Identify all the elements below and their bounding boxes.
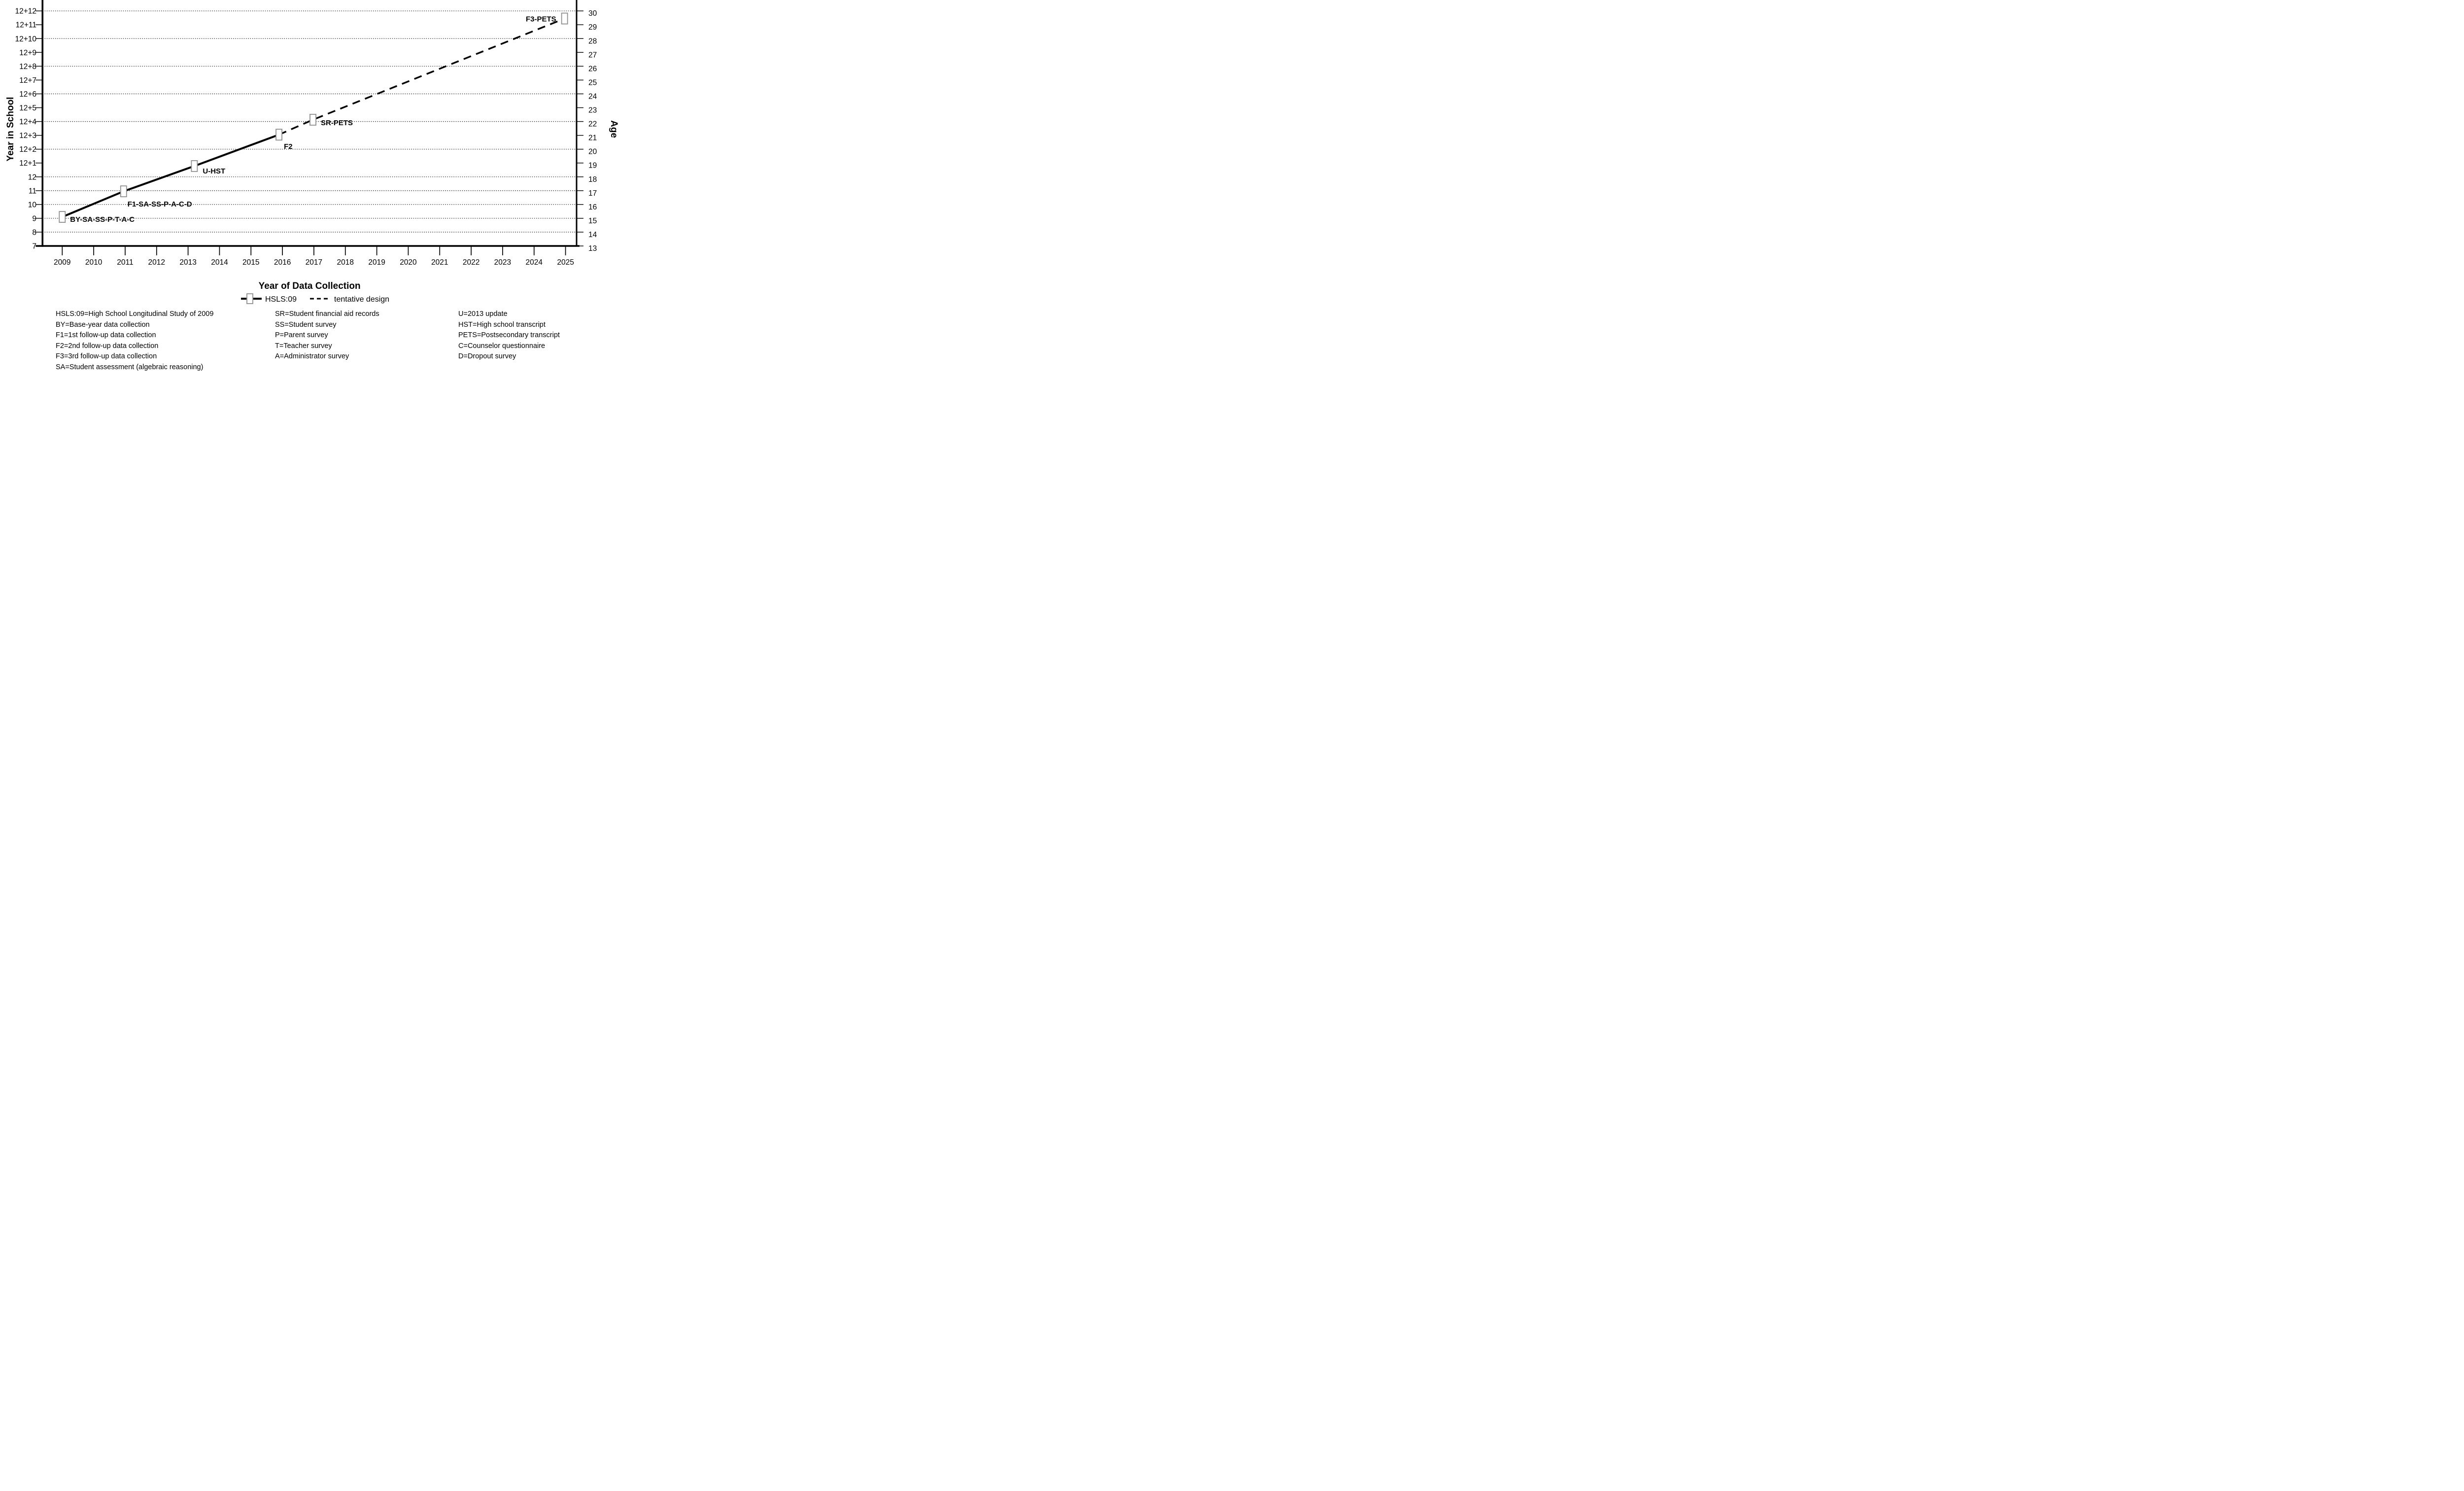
y-right-tick-label: 23 xyxy=(588,106,597,115)
footnote-line: BY=Base-year data collection xyxy=(56,320,150,329)
y-left-tick-label: 12+11 xyxy=(16,21,36,30)
data-point-label: F2 xyxy=(284,142,293,151)
y-left-tick-label: 12 xyxy=(28,173,36,181)
data-point-marker xyxy=(275,129,282,141)
y-left-tick-label: 12+2 xyxy=(19,145,36,154)
y-left-tick-label: 12+4 xyxy=(19,118,36,126)
y-left-tick-label: 12+7 xyxy=(19,76,36,85)
data-point-label: U-HST xyxy=(203,167,225,175)
y-right-tick-label: 29 xyxy=(588,23,597,32)
y-right-tick-label: 30 xyxy=(588,9,597,18)
data-point-marker xyxy=(120,185,127,198)
x-tick-label: 2025 xyxy=(557,258,574,267)
y-left-tick-label: 12+1 xyxy=(19,159,36,168)
data-point-label: F3-PETS xyxy=(526,15,556,24)
x-tick-label: 2017 xyxy=(306,258,322,267)
footnotes-legend-key: HSLS:09=High School Longitudinal Study o… xyxy=(0,309,623,373)
x-tick-label: 2010 xyxy=(85,258,103,267)
x-tick-label: 2016 xyxy=(274,258,291,267)
y-left-tick-label: 12+10 xyxy=(15,35,36,43)
legend-label-tentative: tentative design xyxy=(334,295,389,304)
footnote-line: U=2013 update xyxy=(458,310,508,318)
y-right-tick-label: 26 xyxy=(588,65,597,73)
footnote-line: P=Parent survey xyxy=(275,331,328,339)
y-right-tick-label: 16 xyxy=(588,203,597,211)
y-left-tick-label: 8 xyxy=(32,228,36,237)
data-point-marker xyxy=(309,114,316,126)
footnote-line: F1=1st follow-up data collection xyxy=(56,331,156,339)
x-tick-label: 2022 xyxy=(463,258,479,267)
y-left-tick-label: 12+3 xyxy=(19,132,36,140)
y-left-tick-label: 12+12 xyxy=(15,7,36,16)
legend-label-hsls09: HSLS:09 xyxy=(265,295,297,304)
data-point-marker xyxy=(191,160,198,172)
x-tick-label: 2020 xyxy=(400,258,417,267)
footnote-column-2: SR=Student financial aid records SS=Stud… xyxy=(275,309,379,362)
legend-marker-sample xyxy=(246,293,253,304)
y-left-tick-label: 12+5 xyxy=(19,104,36,112)
footnote-line: F3=3rd follow-up data collection xyxy=(56,352,157,360)
footnote-line: A=Administrator survey xyxy=(275,352,349,360)
y-right-tick-label: 13 xyxy=(588,244,597,253)
footnote-line: F2=2nd follow-up data collection xyxy=(56,342,159,350)
y-left-tick-label: 12+8 xyxy=(19,63,36,71)
footnote-line: C=Counselor questionnaire xyxy=(458,342,546,350)
y-left-tick-label: 12+9 xyxy=(19,49,36,57)
footnote-line: T=Teacher survey xyxy=(275,342,332,350)
x-tick-label: 2011 xyxy=(117,258,133,267)
y-right-tick-label: 24 xyxy=(588,92,597,101)
x-tick-label: 2012 xyxy=(148,258,165,267)
y-right-tick-label: 14 xyxy=(588,231,597,239)
y-left-tick-label: 10 xyxy=(28,201,37,209)
data-point-label: SR-PETS xyxy=(321,119,353,127)
chart-svg: 7 8 9 10 11 12 12+1 12+2 12+3 12+4 12+5 12+6 12+7 12+… xyxy=(5,0,619,304)
x-tick-label: 2009 xyxy=(54,258,70,267)
y-axis-left-title: Year in School xyxy=(5,97,16,162)
y-right-tick-label: 25 xyxy=(588,78,597,87)
y-right-tick-label: 22 xyxy=(588,120,597,129)
data-point-marker xyxy=(561,12,568,25)
y-left-tick-label: 7 xyxy=(32,243,36,251)
footnote-line: HST=High school transcript xyxy=(458,320,546,329)
x-tick-label: 2021 xyxy=(431,258,448,267)
series-line-hsls09 xyxy=(62,134,279,218)
figure-root: { "chart_data": { "type": "line", "xlabe… xyxy=(0,0,623,373)
x-tick-label: 2014 xyxy=(211,258,228,267)
y-left-tick-label: 9 xyxy=(32,214,36,223)
y-right-tick-label: 18 xyxy=(588,175,597,184)
footnote-column-1: HSLS:09=High School Longitudinal Study o… xyxy=(56,309,213,373)
y-right-tick-label: 19 xyxy=(588,162,597,170)
x-tick-label: 2019 xyxy=(368,258,385,267)
y-right-tick-label: 28 xyxy=(588,37,597,45)
footnote-line: HSLS:09=High School Longitudinal Study o… xyxy=(56,310,214,318)
y-axis-right-title: Age xyxy=(609,120,619,138)
series-line-tentative xyxy=(278,18,565,136)
x-tick-label: 2013 xyxy=(179,258,196,267)
footnote-line: SA=Student assessment (algebraic reasoni… xyxy=(56,363,204,371)
footnote-line: PETS=Postsecondary transcript xyxy=(458,331,560,339)
y-right-tick-label: 27 xyxy=(588,51,597,59)
x-tick-label: 2024 xyxy=(526,258,543,267)
footnote-column-3: U=2013 update HST=High school transcript… xyxy=(458,309,560,362)
x-axis-title: Year of Data Collection xyxy=(259,281,361,291)
footnote-line: D=Dropout survey xyxy=(458,352,516,360)
x-tick-label: 2018 xyxy=(337,258,354,267)
y-left-tick-label: 11 xyxy=(29,187,36,195)
footnote-line: SR=Student financial aid records xyxy=(275,310,379,318)
footnote-line: SS=Student survey xyxy=(275,320,337,329)
y-right-tick-label: 21 xyxy=(588,134,597,142)
data-point-marker xyxy=(59,211,66,223)
data-point-label: BY-SA-SS-P-T-A-C xyxy=(70,215,135,224)
data-point-label: F1-SA-SS-P-A-C-D xyxy=(128,200,192,208)
y-right-tick-label: 17 xyxy=(588,189,597,198)
y-right-tick-label: 15 xyxy=(588,217,597,225)
y-right-tick-label: 20 xyxy=(588,148,597,156)
x-tick-label: 2015 xyxy=(242,258,259,267)
x-tick-label: 2023 xyxy=(494,258,511,267)
y-left-tick-label: 12+6 xyxy=(19,90,36,99)
